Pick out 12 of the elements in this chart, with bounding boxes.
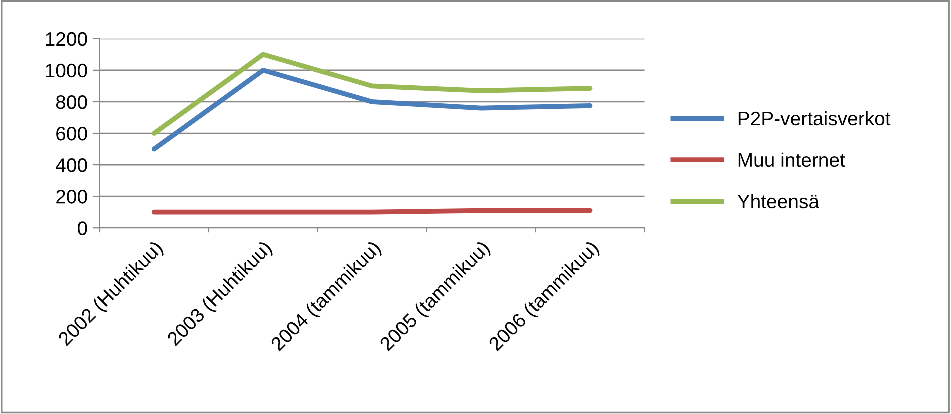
y-tick-label: 0 — [78, 222, 88, 236]
y-tick-label: 1000 — [46, 64, 88, 78]
line-series — [152, 68, 593, 152]
y-tick-label: 1200 — [46, 32, 88, 46]
legend-label: Yhteensä — [738, 194, 820, 209]
y-tick-label: 200 — [56, 190, 88, 204]
y-tick-label: 400 — [56, 158, 88, 172]
y-tick-label: 800 — [56, 95, 88, 110]
legend-label: P2P-vertaisverkot — [738, 111, 891, 126]
legend-label: Muu internet — [738, 152, 846, 168]
line-series — [152, 52, 593, 136]
y-tick-label: 600 — [56, 126, 88, 141]
